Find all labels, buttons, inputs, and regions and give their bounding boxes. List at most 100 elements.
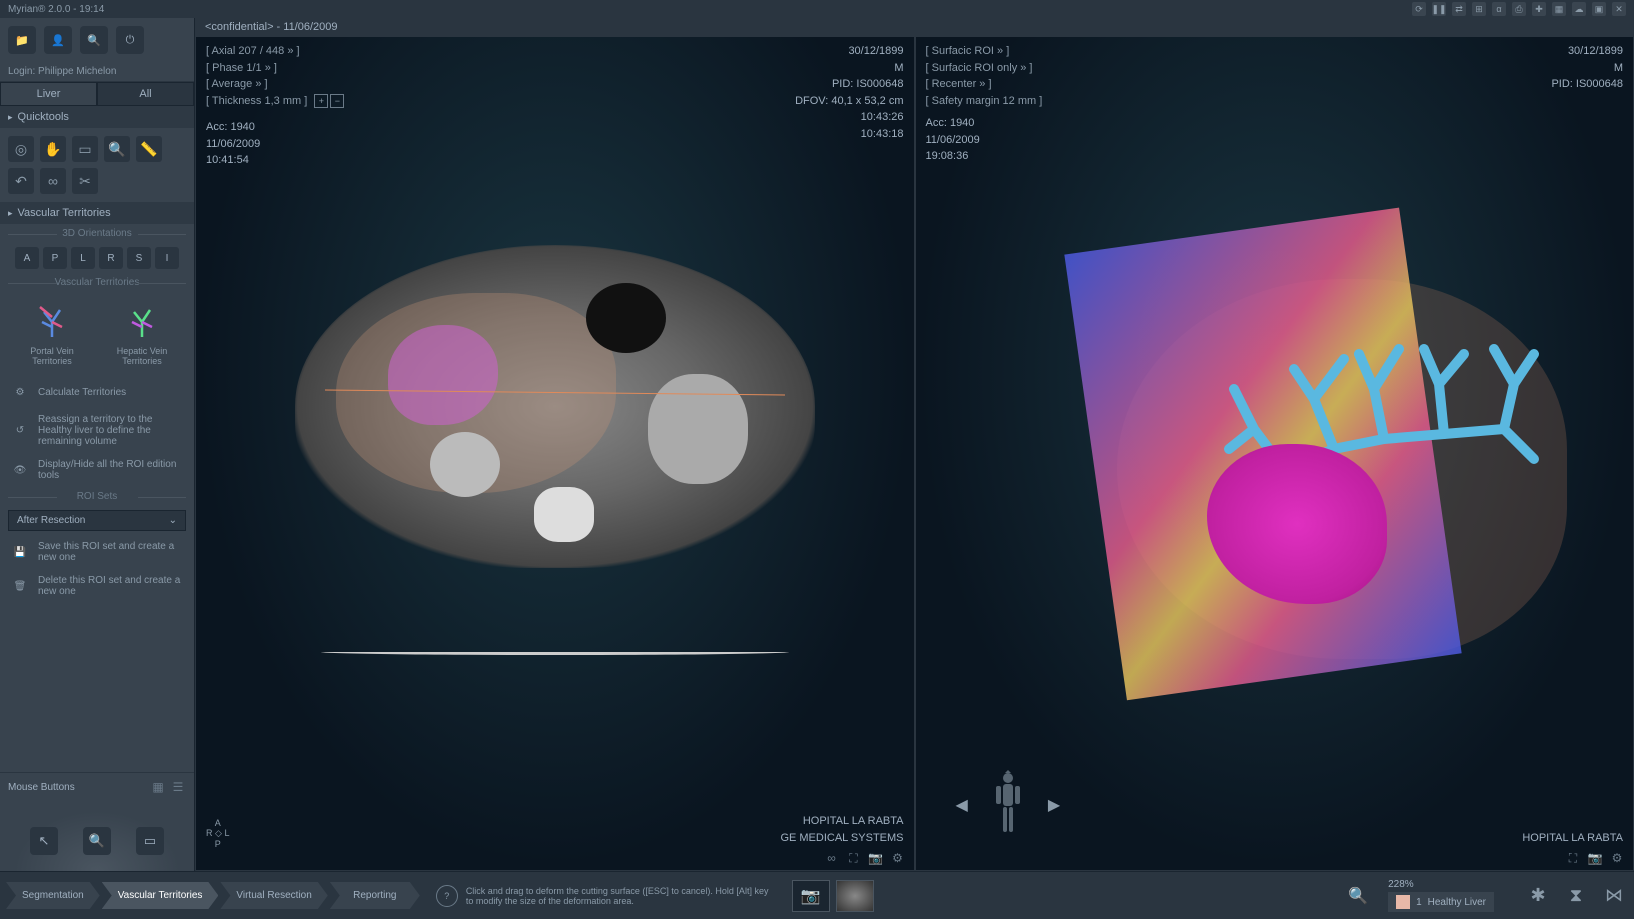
viewport-3d[interactable]: [ Surfacic ROI » ] [ Surfacic ROI only »… — [915, 36, 1634, 871]
body-figure-icon — [988, 770, 1028, 840]
pause-icon[interactable]: ❚❚ — [1432, 2, 1446, 16]
ct-table — [321, 649, 789, 655]
average-info[interactable]: [ Average » ] — [206, 76, 344, 93]
legend-swatch — [1396, 895, 1410, 909]
reassign-button[interactable]: ↺ Reassign a territory to the Healthy li… — [0, 408, 194, 453]
phase-info[interactable]: [ Phase 1/1 » ] — [206, 60, 344, 77]
thickness-plus[interactable]: + — [314, 94, 328, 108]
scissors-icon[interactable]: ✂ — [72, 168, 98, 194]
orient-r[interactable]: R — [99, 247, 123, 269]
butterfly-icon[interactable]: ⋈ — [1600, 882, 1628, 910]
link-viewport-icon[interactable]: ∞ — [824, 850, 840, 866]
delete-roi-button[interactable]: 🗑 Delete this ROI set and create a new o… — [0, 569, 194, 603]
legend-healthy-liver[interactable]: 1 Healthy Liver — [1388, 892, 1494, 912]
series-time1: 10:43:26 — [795, 109, 903, 126]
settings-3d-icon[interactable]: ⚙ — [1609, 850, 1625, 866]
ruler-icon[interactable]: 📏 — [136, 136, 162, 162]
camera-viewport-icon[interactable]: 📷 — [868, 850, 884, 866]
zoom-tool-icon[interactable]: 🔍 — [1348, 886, 1368, 906]
network-tool-icon[interactable]: ✱ — [1524, 882, 1552, 910]
mouse-grid-icon[interactable]: ▦ — [150, 779, 166, 795]
axial-overlay-tl: [ Axial 207 / 448 » ] [ Phase 1/1 » ] [ … — [206, 43, 344, 169]
mouse-list-icon[interactable]: ☰ — [170, 779, 186, 795]
refresh-icon[interactable]: ⟳ — [1412, 2, 1426, 16]
camera-3d-icon[interactable]: 📷 — [1587, 850, 1603, 866]
save-roi-label: Save this ROI set and create a new one — [38, 541, 184, 563]
step-vascular[interactable]: Vascular Territories — [102, 882, 219, 909]
expand-3d-icon[interactable]: ⛶ — [1565, 850, 1581, 866]
settings-viewport-icon[interactable]: ⚙ — [890, 850, 906, 866]
tumor-overlay — [388, 325, 498, 425]
hepatic-vein-button[interactable]: Hepatic Vein Territories — [107, 302, 177, 366]
thumbnail-2[interactable] — [836, 880, 874, 912]
link-icon[interactable]: ∞ — [40, 168, 66, 194]
nav-prev-icon[interactable]: ◀ — [956, 795, 968, 815]
step-segmentation[interactable]: Segmentation — [6, 882, 100, 909]
help-icon[interactable]: ? — [436, 885, 458, 907]
orient-a[interactable]: A — [15, 247, 39, 269]
ct-slice-image — [295, 245, 815, 625]
hint-text: Click and drag to deform the cutting sur… — [466, 886, 776, 906]
target-icon[interactable]: ◎ — [8, 136, 34, 162]
alpha-icon[interactable]: α — [1492, 2, 1506, 16]
step-reporting[interactable]: Reporting — [330, 882, 420, 909]
save-roi-button[interactable]: 💾 Save this ROI set and create a new one — [0, 535, 194, 569]
mouse-right-button[interactable]: ▭ — [136, 827, 164, 855]
hand-icon[interactable]: ✋ — [40, 136, 66, 162]
acc-label: Acc: 1940 — [206, 119, 344, 136]
print-icon[interactable]: ⎙ — [1512, 2, 1526, 16]
screenshot-icon[interactable]: ▣ — [1592, 2, 1606, 16]
calculate-label: Calculate Territories — [38, 387, 126, 398]
vt-divider: Vascular Territories — [0, 273, 194, 292]
expand-viewport-icon[interactable]: ⛶ — [846, 850, 862, 866]
portal-vein-button[interactable]: Portal Vein Territories — [17, 302, 87, 366]
thickness-minus[interactable]: − — [330, 94, 344, 108]
display-hide-label: Display/Hide all the ROI edition tools — [38, 459, 184, 481]
nav-next-icon[interactable]: ▶ — [1048, 795, 1060, 815]
grid-icon[interactable]: ⊞ — [1472, 2, 1486, 16]
viewport-axial[interactable]: [ Axial 207 / 448 » ] [ Phase 1/1 » ] [ … — [195, 36, 915, 871]
calculate-icon: ⚙ — [10, 382, 30, 402]
thickness-info: [ Thickness 1,3 mm ] — [206, 95, 307, 107]
tab-all[interactable]: All — [97, 82, 194, 106]
hospital-label: HOPITAL LA RABTA — [780, 813, 903, 830]
vascular-header[interactable]: Vascular Territories — [0, 202, 194, 224]
add-icon[interactable]: ✚ — [1532, 2, 1546, 16]
3d-render — [1049, 204, 1499, 704]
close-icon[interactable]: ✕ — [1612, 2, 1626, 16]
portal-vein-icon — [32, 302, 72, 342]
hourglass-icon[interactable]: ⧗ — [1562, 882, 1590, 910]
orient-l[interactable]: L — [71, 247, 95, 269]
undo-icon[interactable]: ↶ — [8, 168, 34, 194]
zoom-icon[interactable]: 🔍 — [104, 136, 130, 162]
window-icon[interactable]: ▭ — [72, 136, 98, 162]
surfacic-roi-only[interactable]: [ Surfacic ROI only » ] — [926, 60, 1043, 77]
tab-liver[interactable]: Liver — [0, 82, 97, 106]
surfacic-roi[interactable]: [ Surfacic ROI » ] — [926, 43, 1043, 60]
axial-info[interactable]: [ Axial 207 / 448 » ] — [206, 43, 344, 60]
orient-i[interactable]: I — [155, 247, 179, 269]
search-top-icon[interactable]: 🔍 — [80, 26, 108, 54]
display-hide-button[interactable]: 👁 Display/Hide all the ROI edition tools — [0, 453, 194, 487]
layout-icon[interactable]: ▦ — [1552, 2, 1566, 16]
orient-s[interactable]: S — [127, 247, 151, 269]
after-resection-dropdown[interactable]: After Resection ⌄ — [8, 510, 186, 531]
quicktools-header[interactable]: Quicktools — [0, 106, 194, 128]
sync-icon[interactable]: ⇄ — [1452, 2, 1466, 16]
user-icon[interactable]: 👤 — [44, 26, 72, 54]
roi-sets-divider: ROI Sets — [0, 487, 194, 506]
power-icon[interactable]: ⏻ — [116, 26, 144, 54]
orient-p[interactable]: P — [43, 247, 67, 269]
step-virtual-resection[interactable]: Virtual Resection — [220, 882, 327, 909]
mouse-left-button[interactable]: ↖ — [30, 827, 58, 855]
mouse-middle-button[interactable]: 🔍 — [83, 827, 111, 855]
thumbnail-1[interactable]: 📷 — [792, 880, 830, 912]
calculate-button[interactable]: ⚙ Calculate Territories — [0, 376, 194, 408]
patient-id-3d: PID: IS000648 — [1551, 76, 1623, 93]
delete-roi-label: Delete this ROI set and create a new one — [38, 575, 184, 597]
folder-icon[interactable]: 📁 — [8, 26, 36, 54]
recenter-button[interactable]: [ Recenter » ] — [926, 76, 1043, 93]
cloud-icon[interactable]: ☁ — [1572, 2, 1586, 16]
safety-margin[interactable]: [ Safety margin 12 mm ] — [926, 93, 1043, 110]
patient-dob: 30/12/1899 — [795, 43, 903, 60]
